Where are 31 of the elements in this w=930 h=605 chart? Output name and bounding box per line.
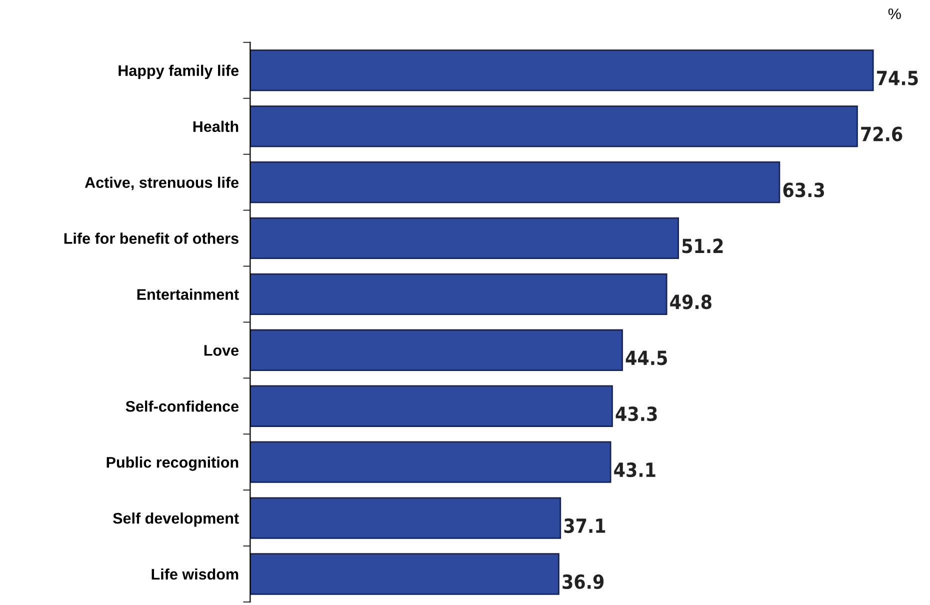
y-tick-label: Self-confidence xyxy=(126,400,239,412)
y-tick-label: Life wisdom xyxy=(152,568,238,580)
bar xyxy=(250,161,780,204)
data-label: 49.8 xyxy=(670,294,712,310)
bar xyxy=(250,441,612,483)
y-tick-label: Happy family life xyxy=(118,64,239,80)
text: % xyxy=(888,8,901,20)
bar xyxy=(250,385,613,427)
y-tick-label: Life for benefit of others xyxy=(64,232,238,244)
data-label: 43.1 xyxy=(614,462,656,478)
y-tick-label: Active, strenuous life xyxy=(84,176,239,190)
bar xyxy=(250,497,562,539)
data-label: 72.6 xyxy=(861,126,902,142)
data-label: 43.3 xyxy=(616,406,657,422)
bar xyxy=(250,217,679,260)
data-label: 74.5 xyxy=(877,70,918,86)
bar xyxy=(250,329,623,371)
bar xyxy=(250,273,668,316)
data-label: 63.3 xyxy=(783,182,824,198)
data-label: 37.1 xyxy=(564,518,606,534)
bar xyxy=(250,49,874,92)
y-tick-label: Entertainment xyxy=(137,288,239,300)
y-tick-label: Health xyxy=(193,120,238,132)
data-label: 44.5 xyxy=(626,350,667,366)
data-label: 51.2 xyxy=(682,238,723,254)
bar xyxy=(250,553,560,595)
y-tick-label: Public recognition xyxy=(106,456,238,471)
bar xyxy=(250,105,858,148)
y-tick-label: Love xyxy=(204,345,239,356)
data-label: 36.9 xyxy=(562,574,604,590)
y-tick-label: Self development xyxy=(113,512,239,527)
